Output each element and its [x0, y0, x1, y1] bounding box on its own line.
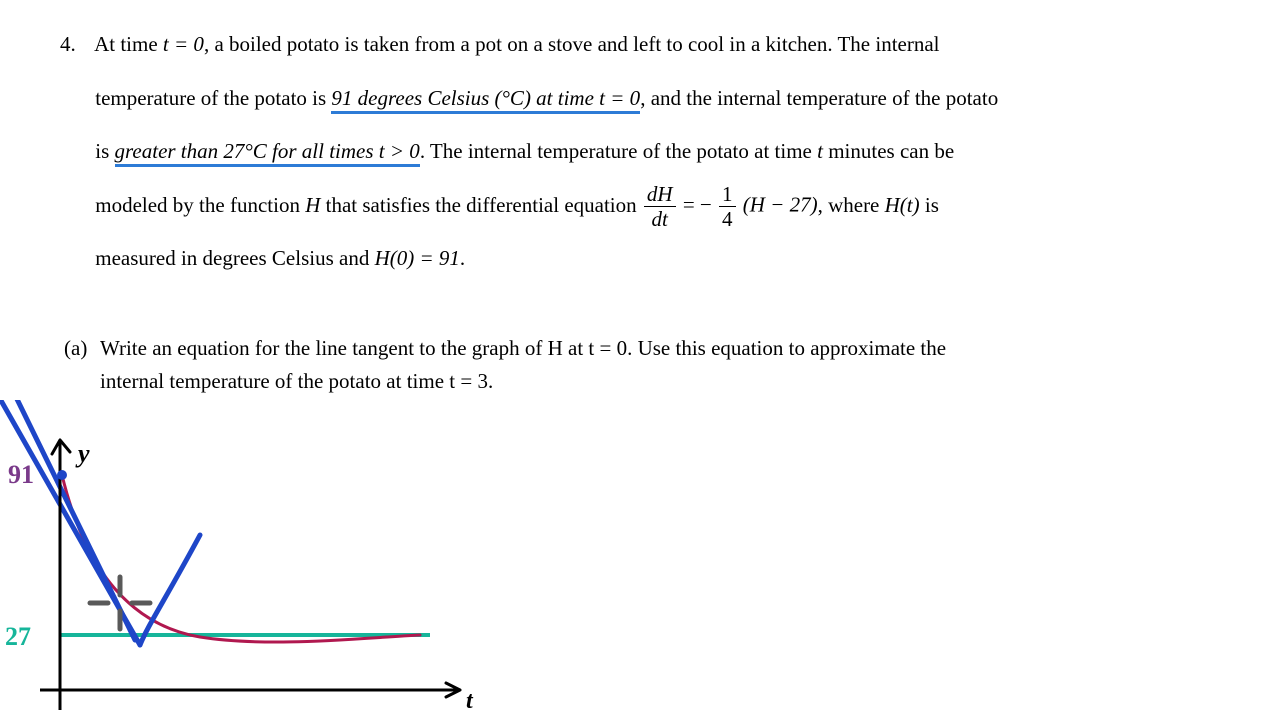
part-a: (a) Write an equation for the line tange…	[100, 332, 1200, 397]
stem-line3a: is	[95, 139, 114, 163]
stem-line1a: At time	[94, 32, 163, 56]
problem-number: 4.	[60, 18, 90, 72]
underline-27c: greater than 27°C for all times t > 0	[115, 139, 420, 167]
stem-Ht: H(t)	[885, 193, 920, 217]
stem-line1b: , a boiled potato is taken from a pot on…	[204, 32, 940, 56]
svg-text:27: 27	[5, 622, 31, 651]
differential-equation: dHdt = − 14 (H − 27)	[642, 183, 818, 230]
stem-H0: H(0) = 91	[375, 246, 460, 270]
underline-91c: 91 degrees Celsius (°C) at time t = 0	[331, 86, 640, 114]
stem-line4b: that satisfies the differential equation	[320, 193, 642, 217]
problem-stem: 4. At time t = 0, a boiled potato is tak…	[60, 18, 1230, 286]
part-a-line2: internal temperature of the potato at ti…	[100, 369, 493, 393]
part-a-label: (a)	[64, 332, 87, 365]
sketch-svg: 91 27 y t	[0, 400, 480, 720]
page: 4. At time t = 0, a boiled potato is tak…	[0, 0, 1280, 720]
hand-sketch: 91 27 y t	[0, 400, 480, 720]
stem-line3c: minutes can be	[823, 139, 954, 163]
stem-line5b: .	[460, 246, 465, 270]
stem-line4c: , where	[818, 193, 885, 217]
part-a-line1: Write an equation for the line tangent t…	[100, 336, 946, 360]
stem-line2b: , and the internal temperature of the po…	[640, 86, 998, 110]
stem-line2a: temperature of the potato is	[95, 86, 331, 110]
stem-line5a: measured in degrees Celsius and	[95, 246, 374, 270]
stem-line4a: modeled by the function	[95, 193, 305, 217]
stem-H: H	[305, 193, 320, 217]
stem-line4d: is	[920, 193, 939, 217]
svg-text:y: y	[75, 439, 90, 468]
stem-line3b: . The internal temperature of the potato…	[420, 139, 817, 163]
stem-t0: t = 0	[163, 32, 204, 56]
svg-text:t: t	[466, 688, 474, 714]
svg-text:91: 91	[8, 460, 34, 489]
